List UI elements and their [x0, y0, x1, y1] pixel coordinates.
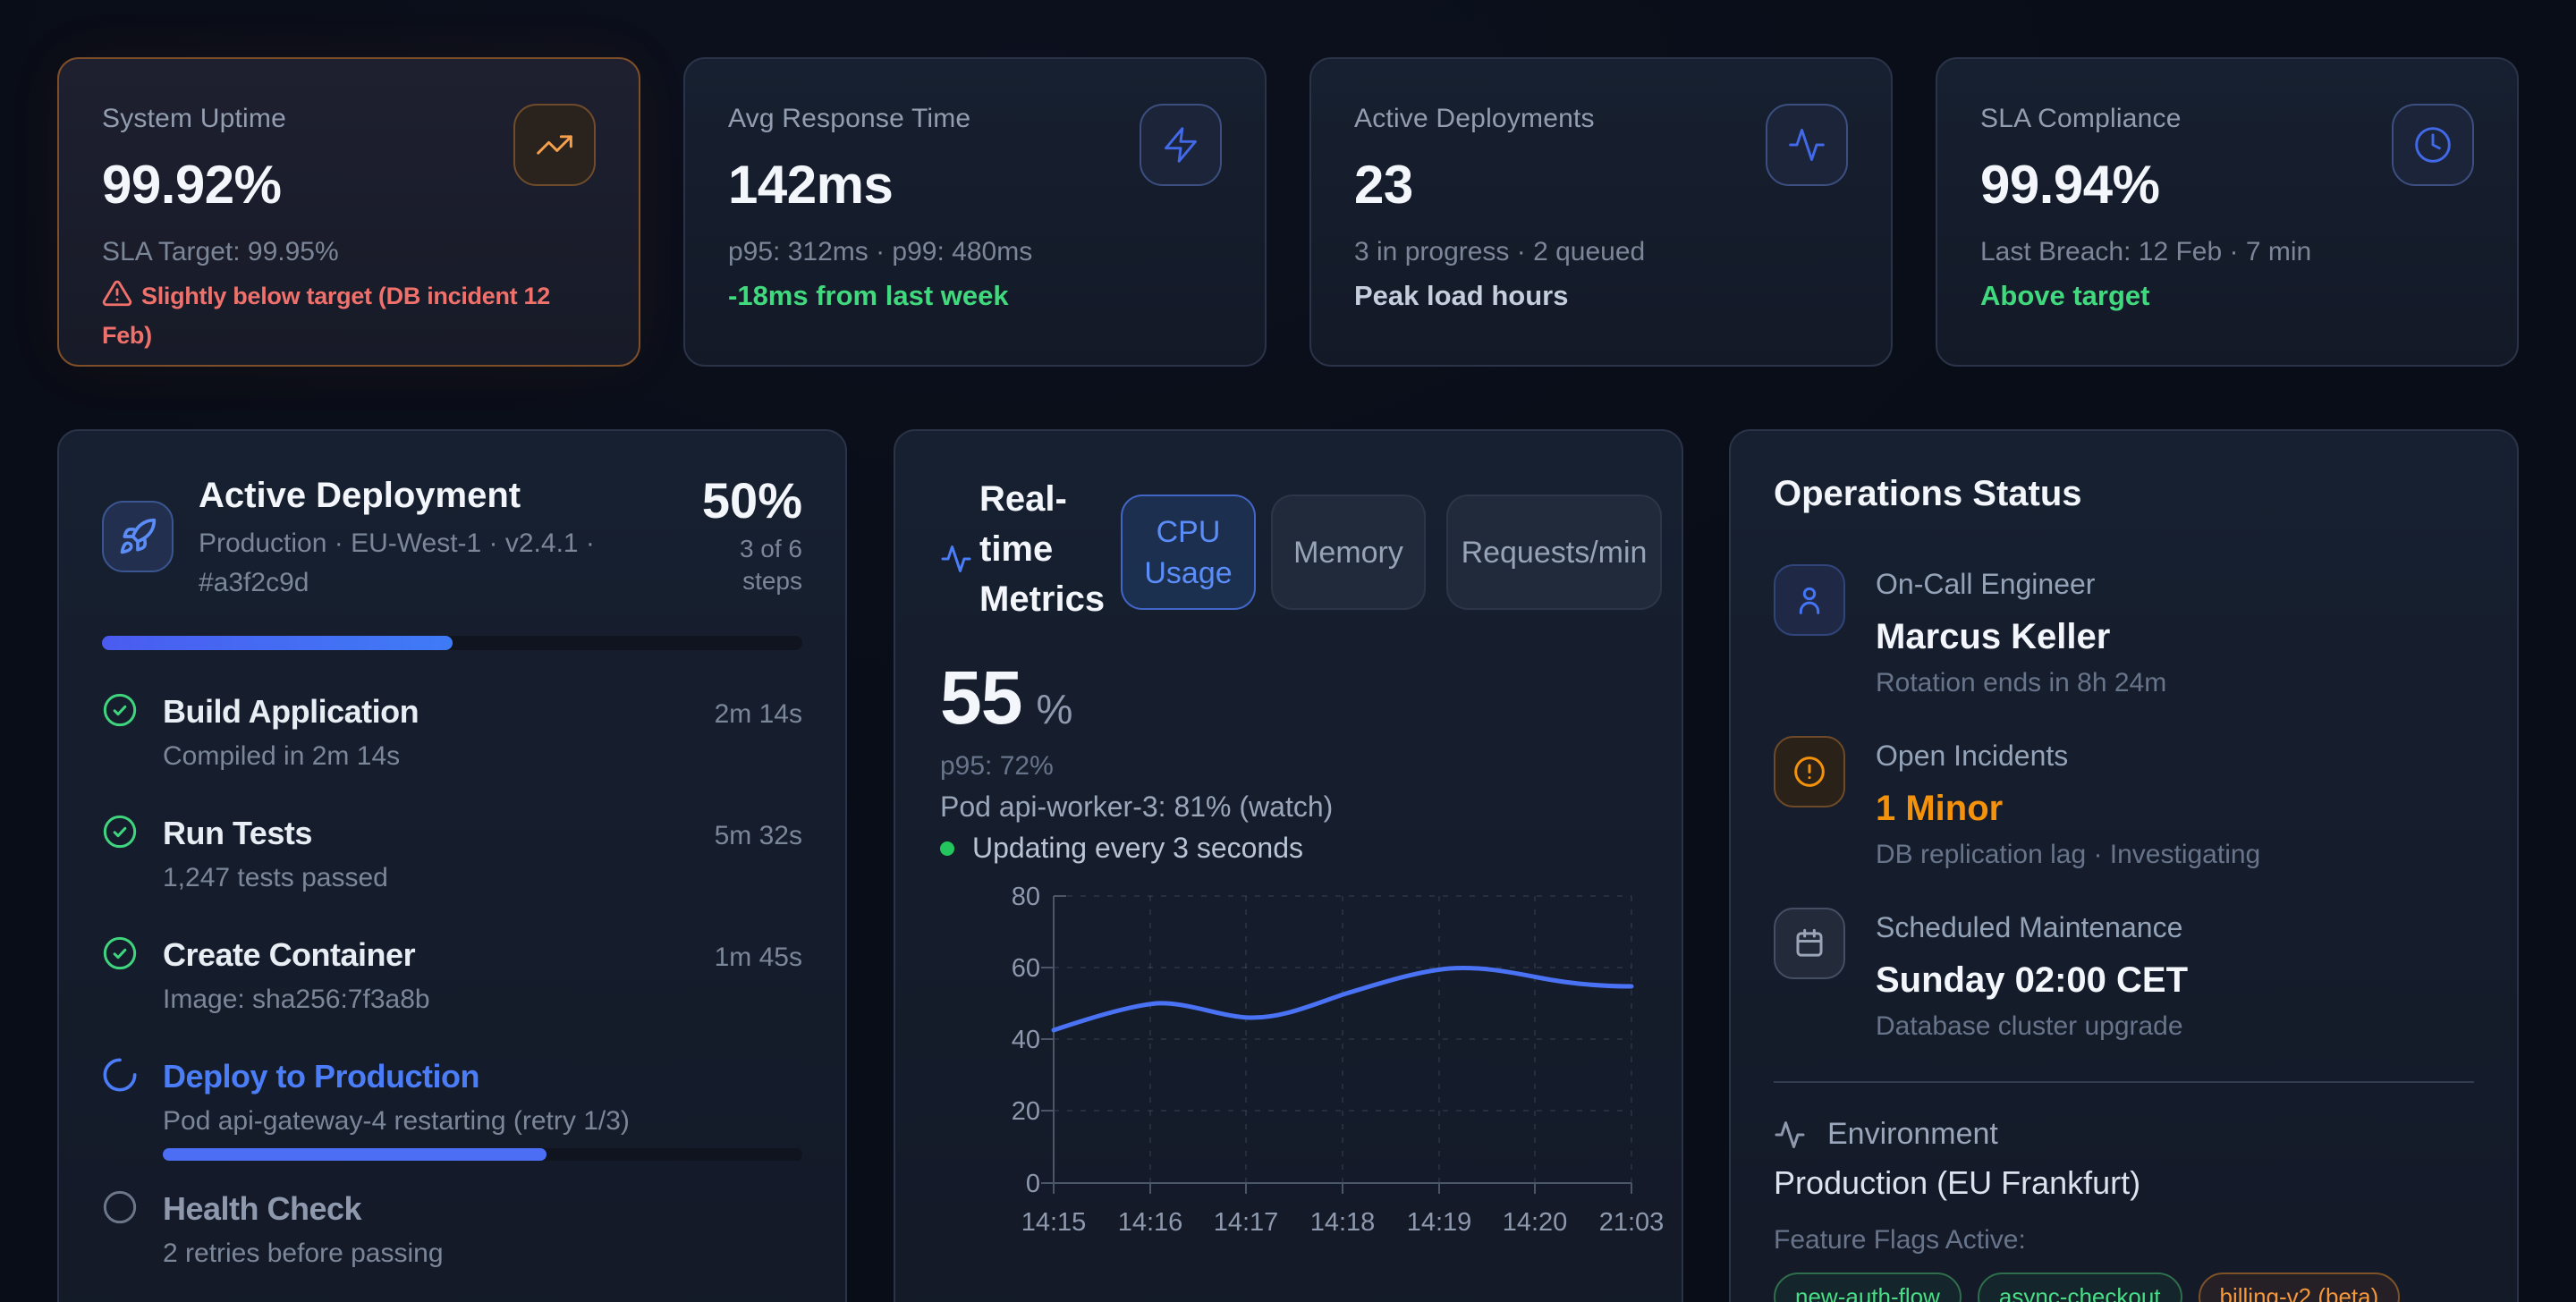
svg-text:80: 80: [1012, 883, 1040, 911]
svg-text:14:19: 14:19: [1407, 1208, 1472, 1237]
svg-text:60: 60: [1012, 954, 1040, 983]
svg-text:20: 20: [1012, 1097, 1040, 1126]
svg-text:40: 40: [1012, 1026, 1040, 1054]
svg-text:14:17: 14:17: [1214, 1208, 1279, 1237]
svg-text:0: 0: [1026, 1170, 1040, 1198]
svg-text:14:20: 14:20: [1503, 1208, 1568, 1237]
svg-text:14:15: 14:15: [1021, 1208, 1087, 1237]
svg-text:14:18: 14:18: [1310, 1208, 1376, 1237]
svg-text:14:16: 14:16: [1118, 1208, 1183, 1237]
svg-text:21:03: 21:03: [1599, 1208, 1665, 1237]
